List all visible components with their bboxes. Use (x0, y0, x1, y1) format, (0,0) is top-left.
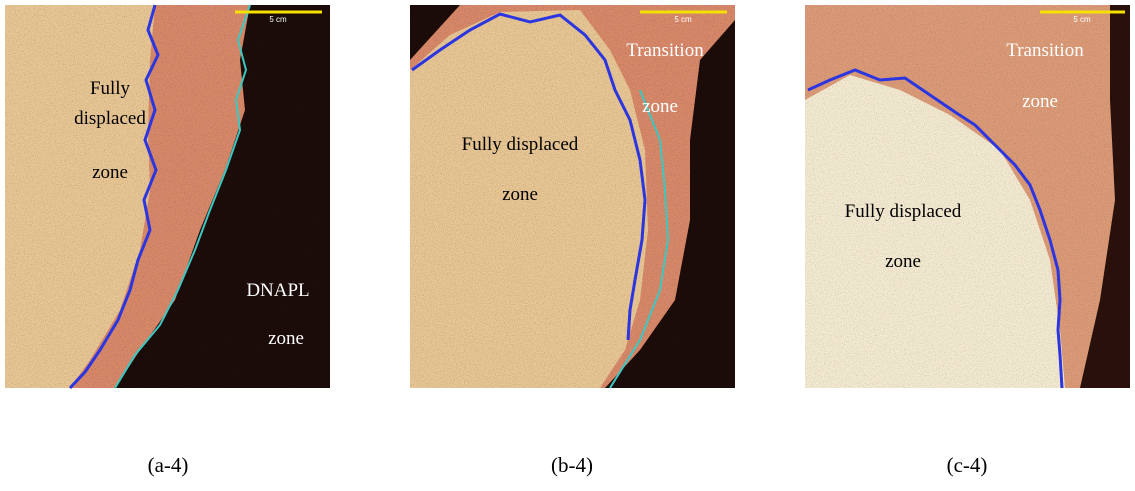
label: zone (1022, 91, 1058, 112)
label: zone (642, 96, 678, 117)
label: DNAPL (246, 280, 309, 301)
label: Transition (1006, 40, 1084, 61)
panel-c: 5 cm Transition zone Fully displaced zon… (805, 5, 1130, 389)
scale-bar-label: 5 cm (1073, 15, 1091, 24)
label: displaced (74, 108, 146, 129)
front-line (807, 68, 1064, 389)
scale-bar-label: 5 cm (269, 15, 287, 24)
label: zone (502, 184, 538, 205)
front-edge (609, 89, 670, 389)
label: zone (268, 328, 304, 349)
texture (805, 5, 1130, 388)
panel-b: 5 cm Transition zone Fully displaced zon… (410, 5, 735, 389)
texture (5, 5, 330, 388)
label: Fully (90, 78, 131, 99)
scale-bar-label: 5 cm (674, 15, 692, 24)
caption: (a-4) (148, 453, 189, 477)
label: Fully displaced (845, 201, 962, 222)
label: zone (92, 162, 128, 183)
front-line (411, 12, 647, 341)
front-line (68, 4, 160, 390)
texture (410, 5, 735, 388)
caption: (c-4) (947, 453, 988, 477)
front-edge (114, 4, 251, 389)
label: Transition (626, 40, 704, 61)
panel-a: 5 cm Fully displaced zone DNAPL zone (5, 4, 330, 390)
caption: (b-4) (551, 453, 593, 477)
label: zone (885, 251, 921, 272)
label: Fully displaced (462, 134, 579, 155)
